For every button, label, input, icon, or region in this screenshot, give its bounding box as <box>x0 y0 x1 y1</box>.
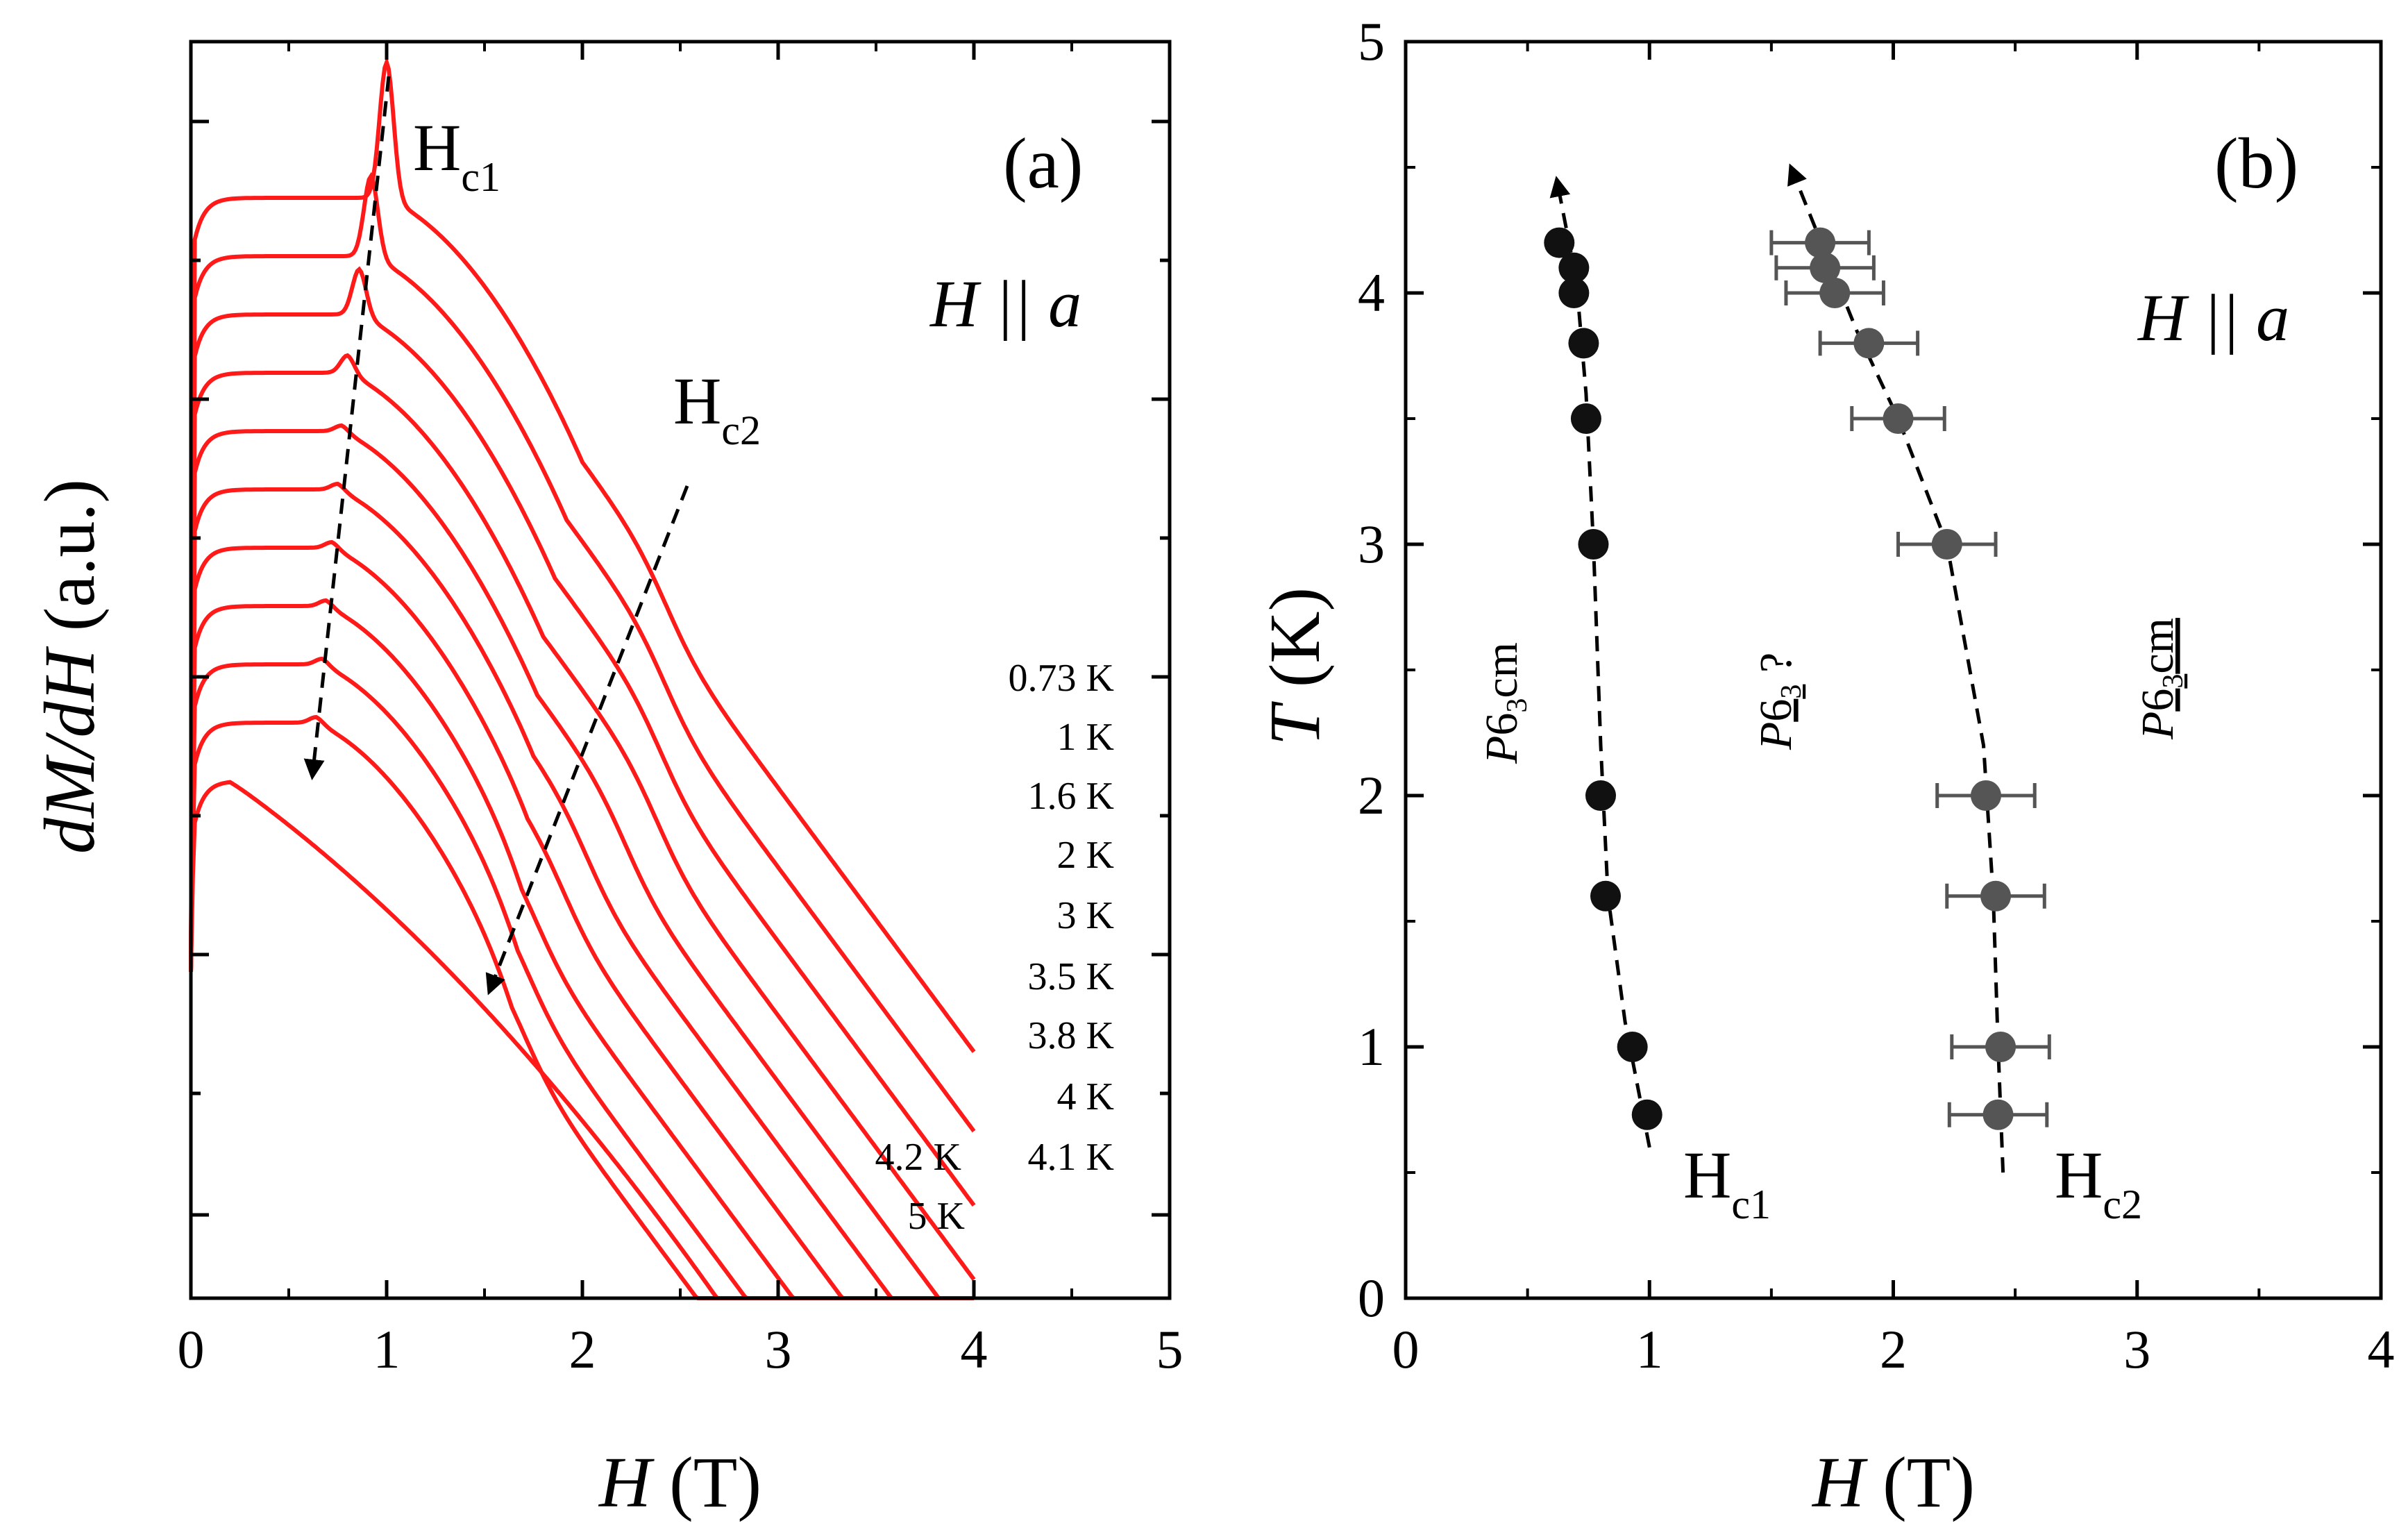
b-x-tick-label: 0 <box>1392 1319 1420 1379</box>
b-y-tick-label: 5 <box>1358 11 1385 72</box>
curve-red <box>189 780 974 1300</box>
hc2-point <box>1931 529 1962 560</box>
hc1-label: Hc1 <box>413 110 500 200</box>
hc2-point <box>1985 1032 2017 1062</box>
hc1-point <box>1570 403 1601 434</box>
phase-label-right: P63cm <box>2132 618 2189 740</box>
series-label-hc1: Hc1 <box>1683 1138 1771 1227</box>
temperature-label: 1.6 K <box>1028 775 1114 818</box>
phase-label-middle: P63 ? <box>1751 653 1808 750</box>
temperature-label: 4 K <box>1057 1075 1114 1118</box>
b-x-tick-label: 4 <box>2368 1319 2395 1379</box>
b-x-tick-label: 2 <box>1880 1319 1907 1379</box>
panel-a-x-title: H (T) <box>598 1443 761 1522</box>
hc1-point <box>1558 252 1590 283</box>
temperature-label: 2 K <box>1057 834 1114 877</box>
hc1-point <box>1558 278 1590 308</box>
hc1-point <box>1568 328 1599 359</box>
hc1-point <box>1544 227 1575 258</box>
curve-red <box>189 353 976 1281</box>
b-y-tick-label: 2 <box>1358 765 1385 825</box>
hc2-label: Hc2 <box>673 364 761 453</box>
panel-b: 0 1 2 3 4 0 1 2 3 4 5 P63cm P63 ? P63cm Hc1 Hc2 (b… <box>1255 11 2395 1522</box>
hc1-guide-line <box>1549 176 1651 1148</box>
hc1-point <box>1578 529 1609 560</box>
b-y-tick-label: 3 <box>1358 514 1385 574</box>
curve-red <box>189 171 976 1133</box>
curve-blue <box>189 780 974 1300</box>
a-x-tick-label: 3 <box>765 1319 792 1379</box>
hc1-guide-arrow <box>303 76 391 780</box>
curve-red <box>189 481 974 1300</box>
hc1-point <box>1590 880 1622 912</box>
series-label-hc2: Hc2 <box>2055 1138 2142 1227</box>
temperature-label: 4.2 K <box>875 1136 961 1179</box>
hc2-point <box>1970 780 2001 811</box>
panel-b-x-title: H (T) <box>1811 1443 1975 1522</box>
curve-red <box>189 714 837 1300</box>
a-x-tick-label: 0 <box>178 1319 205 1379</box>
b-y-tick-label: 4 <box>1358 262 1385 323</box>
b-y-tick-label: 0 <box>1358 1268 1385 1328</box>
hc1-point <box>1585 780 1616 811</box>
panel-a-condition: H || a <box>929 267 1081 341</box>
a-x-tick-label: 5 <box>1156 1319 1184 1379</box>
temperature-label: 5 K <box>908 1195 965 1238</box>
hc2-point <box>1982 1099 2014 1130</box>
curve-blue <box>189 598 974 1300</box>
temperature-label: 0.73 K <box>1009 657 1114 700</box>
panel-a-ticks: 0 1 2 3 4 5 <box>178 42 1184 1379</box>
curve-red <box>189 598 974 1300</box>
hc2-guide-line <box>1787 163 2005 1173</box>
panel-b-points <box>1544 227 2051 1130</box>
curve-blue <box>189 172 976 1132</box>
hc2-guide-arrow <box>485 485 689 996</box>
temperature-label: 1 K <box>1057 716 1114 759</box>
curve-red <box>189 56 976 1053</box>
curve-blue <box>189 57 976 1053</box>
hc1-point <box>1617 1032 1648 1062</box>
panel-a-y-title: dM/dH (a.u.) <box>30 479 110 854</box>
hc1-point <box>1631 1099 1662 1130</box>
phase-label-left: P63cm <box>1476 642 1533 764</box>
panel-b-y-title: T (K) <box>1255 587 1335 746</box>
panel-b-condition: H || a <box>2137 280 2289 355</box>
a-x-tick-label: 1 <box>373 1319 401 1379</box>
panel-b-ticks: 0 1 2 3 4 0 1 2 3 4 5 <box>1358 11 2395 1379</box>
hc2-point <box>1810 252 1841 283</box>
b-x-tick-label: 1 <box>1636 1319 1663 1379</box>
temperature-label: 3.8 K <box>1028 1014 1114 1057</box>
curve-red <box>189 266 976 1207</box>
hc2-point <box>1819 278 1851 308</box>
curve-red <box>189 423 974 1300</box>
a-x-tick-label: 4 <box>961 1319 988 1379</box>
temperature-label: 3.5 K <box>1028 955 1114 998</box>
curve-blue <box>189 423 974 1300</box>
panel-a: 0 1 2 3 4 5 0.73 K 1 K 1.6 K 2 K 3 K 3.5 K 3.8 K 4 K… <box>30 40 1184 1522</box>
b-x-tick-label: 3 <box>2123 1319 2150 1379</box>
hc2-point <box>1883 403 1914 434</box>
panel-a-temperature-labels: 0.73 K 1 K 1.6 K 2 K 3 K 3.5 K 3.8 K 4 K 4.1 K 4.… <box>875 657 1114 1238</box>
hc2-point <box>1980 880 2012 912</box>
hc2-point <box>1853 328 1885 359</box>
panel-b-label: (b) <box>2214 124 2298 203</box>
a-x-tick-label: 2 <box>569 1319 596 1379</box>
b-y-tick-label: 1 <box>1358 1016 1385 1077</box>
panel-a-label: (a) <box>1003 124 1083 203</box>
temperature-label: 4.1 K <box>1028 1136 1114 1179</box>
panel-a-curves <box>189 56 976 1300</box>
curve-blue <box>189 267 976 1207</box>
temperature-label: 3 K <box>1057 894 1114 937</box>
hc2-point <box>1805 227 1836 258</box>
